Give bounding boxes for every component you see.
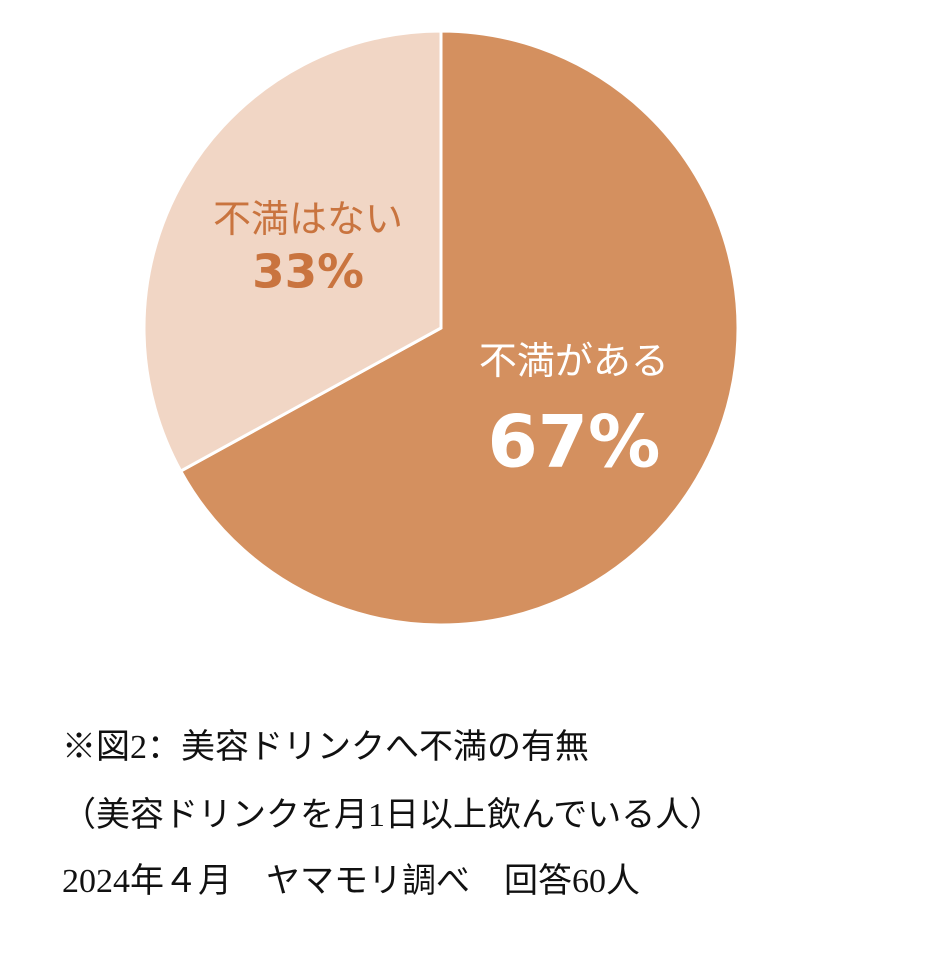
- pie: 不満がある 67% 不満はない 33%: [142, 29, 740, 627]
- value-label: 33%: [252, 246, 364, 300]
- slice-label: 不満はない: [213, 197, 403, 241]
- pie-slice: [178, 29, 740, 627]
- slice-label: 不満がある: [479, 339, 669, 383]
- pie-slice: [142, 29, 443, 474]
- caption: （美容ドリンクを月1日以上飲んでいる人）: [62, 796, 723, 834]
- value-label: 67%: [487, 400, 660, 484]
- caption: ※図2：美容ドリンクへ不満の有無: [62, 728, 589, 766]
- caption: 2024年４月 ヤマモリ調べ 回答60人: [62, 862, 640, 900]
